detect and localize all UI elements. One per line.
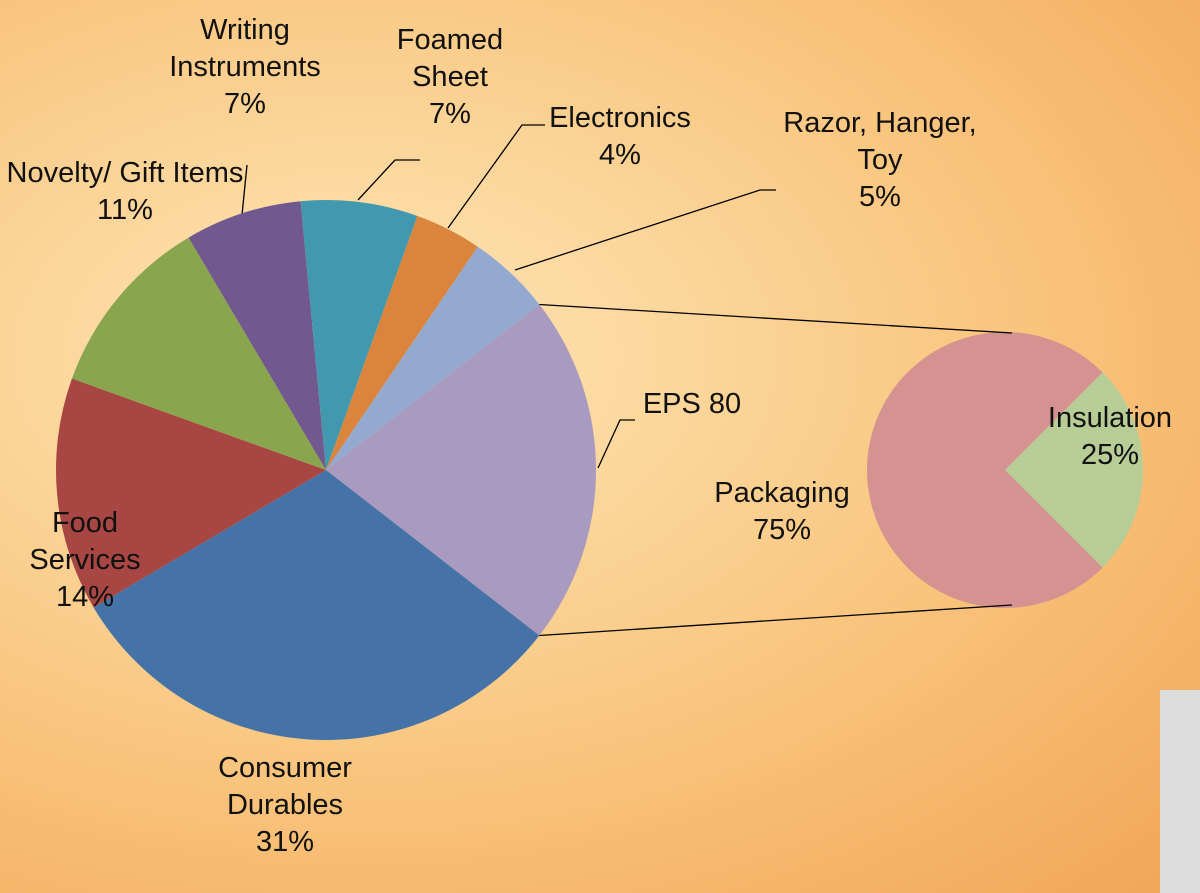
slice-label: Food Services 14% bbox=[23, 505, 148, 616]
slice-label: Insulation 25% bbox=[1025, 400, 1195, 474]
percent-label: 7% bbox=[224, 88, 266, 120]
slice-label: Electronics 4% bbox=[525, 100, 715, 174]
pie-slice bbox=[71, 237, 326, 470]
category-name: EPS 80 bbox=[642, 388, 742, 420]
slice-label: Consumer Durables 31% bbox=[185, 750, 385, 861]
slice-label: Writing Instruments 7% bbox=[130, 12, 360, 123]
category-name: Food Services bbox=[29, 507, 141, 576]
pie-slice bbox=[326, 215, 478, 470]
pie-slice bbox=[188, 201, 326, 470]
pie-slice bbox=[56, 378, 327, 608]
percent-label: 14% bbox=[55, 581, 115, 613]
percent-label: 75% bbox=[752, 514, 812, 546]
slice-label: Razor, Hanger, Toy 5% bbox=[775, 105, 985, 216]
leader-line bbox=[447, 124, 545, 229]
connector-line bbox=[539, 303, 1013, 334]
category-name: Foamed Sheet bbox=[396, 24, 504, 93]
percent-label: 4% bbox=[599, 139, 641, 171]
percent-label: 7% bbox=[429, 98, 471, 130]
category-name: Novelty/ Gift Items bbox=[6, 157, 244, 189]
slice-label: Packaging 75% bbox=[702, 475, 862, 549]
leader-line bbox=[597, 419, 635, 469]
percent-label: 31% bbox=[255, 826, 315, 858]
leader-line bbox=[241, 164, 248, 216]
slice-label: EPS 80 bbox=[632, 386, 752, 423]
category-name: Razor, Hanger, Toy bbox=[783, 107, 977, 176]
category-name: Consumer Durables bbox=[218, 752, 352, 821]
pie-slice bbox=[867, 332, 1103, 608]
category-name: Insulation bbox=[1047, 402, 1173, 434]
pie-slice bbox=[93, 470, 540, 741]
pie-slice bbox=[1005, 372, 1143, 568]
percent-label: 11% bbox=[97, 194, 153, 226]
pie-slice bbox=[326, 246, 540, 470]
connector-line bbox=[539, 604, 1013, 637]
percent-label: 5% bbox=[859, 181, 901, 213]
leader-line bbox=[357, 159, 420, 201]
percent-label: 25% bbox=[1080, 439, 1140, 471]
category-name: Writing Instruments bbox=[169, 14, 321, 83]
pie-slice bbox=[326, 304, 596, 636]
leader-line bbox=[514, 189, 776, 271]
category-name: Packaging bbox=[714, 477, 850, 509]
slice-label: Novelty/ Gift Items 11% bbox=[3, 155, 248, 229]
photo-corner bbox=[1160, 690, 1200, 893]
category-name: Electronics bbox=[549, 102, 691, 134]
pie-slice bbox=[300, 200, 418, 471]
slice-label: Foamed Sheet 7% bbox=[385, 22, 515, 133]
